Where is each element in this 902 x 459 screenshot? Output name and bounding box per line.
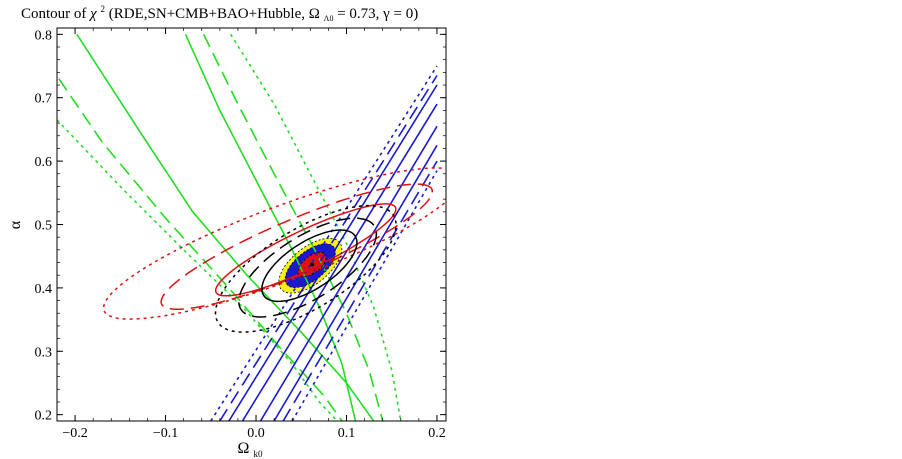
y-tick-label: 0.3 bbox=[35, 345, 53, 360]
plot-frame bbox=[56, 27, 447, 422]
title-body: (RDE,SN+CMB+BAO+Hubble, Ω bbox=[109, 6, 320, 22]
blue-solid-contour-7 bbox=[241, 103, 438, 421]
black-solid-contour bbox=[261, 229, 358, 303]
title-suffix: = 0.73, γ = 0) bbox=[337, 6, 418, 22]
x-axis-symbol: Ω bbox=[238, 440, 250, 457]
blue-solid-contour-6 bbox=[228, 84, 438, 421]
filled-outline-red-1sigma bbox=[297, 251, 327, 277]
y-tick-label: 0.5 bbox=[35, 219, 53, 234]
axis-ticks: −0.2 −0.1 0.0 0.1 0.2 0.2 0.3 0.4 0.5 0.6 0.7 0.8 bbox=[35, 28, 446, 441]
x-tick-label: −0.1 bbox=[153, 426, 178, 441]
y-tick-label: 0.6 bbox=[35, 155, 53, 170]
green-dashed-contour-2 bbox=[58, 78, 343, 421]
green-dotted-contour-5 bbox=[230, 33, 402, 421]
title-prefix: Contour of bbox=[21, 6, 90, 22]
y-tick-label: 0.8 bbox=[35, 28, 53, 43]
chart-title: Contour of χ 2 (RDE,SN+CMB+BAO+Hubble, Ω… bbox=[21, 0, 418, 25]
y-tick-label: 0.7 bbox=[35, 92, 53, 107]
red-solid-contour bbox=[214, 203, 397, 297]
title-chi: χ bbox=[88, 6, 97, 22]
blue-dashed-contour-10 bbox=[219, 75, 438, 421]
x-tick-label: −0.2 bbox=[62, 426, 87, 441]
y-axis-label: α bbox=[7, 220, 24, 229]
plot-area bbox=[57, 33, 446, 421]
blue-dashed-contour-11 bbox=[282, 160, 438, 421]
black-dashed-contour bbox=[238, 217, 378, 318]
filled-outline-yellow-3sigma bbox=[278, 237, 343, 294]
filled-outline-blue-2sigma bbox=[284, 243, 336, 288]
y-tick-label: 0.4 bbox=[35, 282, 53, 297]
y-tick-label: 0.2 bbox=[35, 409, 53, 424]
blue-dotted-contour-12 bbox=[210, 65, 438, 421]
title-chi-superscript: 2 bbox=[101, 4, 106, 14]
best-fit-point bbox=[310, 262, 315, 267]
red-dashed-contour bbox=[160, 183, 434, 311]
x-tick-label: 0.0 bbox=[247, 426, 265, 441]
x-axis-label: Ω k0 bbox=[238, 440, 263, 459]
x-tick-label: 0.1 bbox=[338, 426, 356, 441]
title-omega-subscript: Λ0 bbox=[324, 14, 334, 23]
green-dotted-contour-4 bbox=[57, 119, 338, 421]
x-axis-subscript: k0 bbox=[253, 449, 263, 459]
blue-solid-contour-8 bbox=[259, 125, 438, 421]
green-solid-contour-1 bbox=[184, 33, 357, 421]
x-tick-label: 0.2 bbox=[428, 426, 446, 441]
red-dotted-contour bbox=[102, 167, 446, 320]
green-dashed-contour-3 bbox=[202, 33, 384, 421]
